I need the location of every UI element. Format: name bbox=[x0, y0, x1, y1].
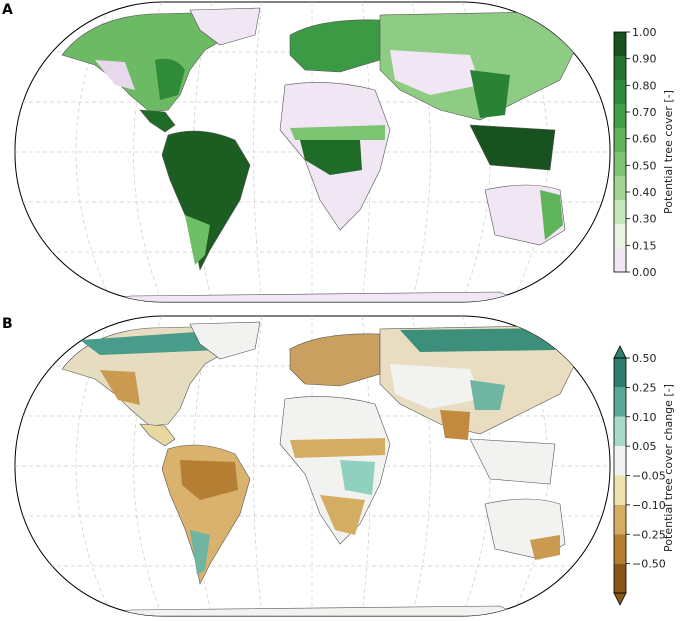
colorbar-a-segment bbox=[614, 200, 626, 224]
map-a bbox=[14, 1, 611, 303]
colorbar-b-segment bbox=[614, 387, 626, 417]
colorbar-b-segment bbox=[614, 504, 626, 535]
colorbar-b-segment bbox=[614, 416, 626, 447]
colorbar-a-segment bbox=[614, 80, 626, 104]
colorbar-a-title: Potential tree cover [-] bbox=[662, 90, 675, 214]
colorbar-a-segment bbox=[614, 104, 626, 128]
colorbar-b-segment bbox=[614, 446, 626, 476]
colorbar-a-segment bbox=[614, 248, 626, 272]
panel-a-label: A bbox=[2, 2, 13, 18]
colorbar-a-tick-label: 1.00 bbox=[632, 26, 657, 39]
greenland-b bbox=[189, 321, 261, 360]
colorbar-b-tick-label: 0.25 bbox=[632, 381, 657, 394]
colorbar-a-tick-label: 0.15 bbox=[632, 239, 657, 252]
colorbar-b-segment bbox=[614, 358, 626, 388]
colorbar-a-tick-label: 0.80 bbox=[632, 79, 657, 92]
panel-b-label: B bbox=[2, 316, 13, 332]
indonesia-b bbox=[469, 438, 556, 485]
map-b bbox=[14, 315, 611, 617]
colorbar-b-tick-label: 0.50 bbox=[632, 352, 657, 365]
colorbar-a-tick-label: 0.70 bbox=[632, 106, 657, 119]
colorbar-a-tick-label: 0.00 bbox=[632, 266, 657, 279]
colorbar-b-segment bbox=[614, 563, 626, 593]
colorbar-b-extend-top bbox=[613, 345, 627, 359]
colorbar-b-extend-bottom bbox=[613, 592, 627, 606]
colorbar-a-segment bbox=[614, 56, 626, 80]
colorbar-a-tick-label: 0.40 bbox=[632, 186, 657, 199]
colorbar-a-segment bbox=[614, 224, 626, 248]
europe-b bbox=[289, 333, 381, 387]
colorbar-a-segment bbox=[614, 152, 626, 176]
colorbar-b: 0.50 0.25 0.10 0.05 −0.05 −0.10 −0.25 −0.50 bbox=[613, 345, 666, 606]
map-a-land bbox=[61, 7, 581, 302]
colorbar-b-tick-label: −0.10 bbox=[632, 499, 666, 512]
colorbar-b-tick-label: 0.05 bbox=[632, 440, 657, 453]
colorbar-a-tick-label: 0.30 bbox=[632, 213, 657, 226]
colorbar-b-tick-label: −0.05 bbox=[632, 470, 666, 483]
colorbar-b-segment bbox=[614, 475, 626, 505]
colorbar-b-title: Potential tree cover change [-] bbox=[662, 384, 675, 552]
colorbar-a-frame bbox=[613, 31, 627, 273]
colorbar-a: 1.00 0.90 0.80 0.70 0.60 0.50 0.40 0.30 0.15 0.00 bbox=[613, 26, 657, 279]
map-b-land bbox=[61, 321, 581, 616]
colorbar-a-segment bbox=[614, 128, 626, 152]
colorbar-b-tick-label: 0.10 bbox=[632, 411, 657, 424]
colorbar-a-segment bbox=[614, 32, 626, 56]
colorbar-b-tick-label: −0.50 bbox=[632, 558, 666, 571]
colorbar-a-tick-label: 0.90 bbox=[632, 53, 657, 66]
indonesia-a bbox=[469, 124, 556, 171]
colorbar-b-tick-label: −0.25 bbox=[632, 528, 666, 541]
europe-a bbox=[289, 19, 381, 73]
greenland-a bbox=[189, 7, 261, 46]
colorbar-a-tick-label: 0.60 bbox=[632, 133, 657, 146]
colorbar-a-segment bbox=[614, 176, 626, 200]
colorbar-b-segment bbox=[614, 534, 626, 564]
colorbar-a-tick-label: 0.50 bbox=[632, 159, 657, 172]
